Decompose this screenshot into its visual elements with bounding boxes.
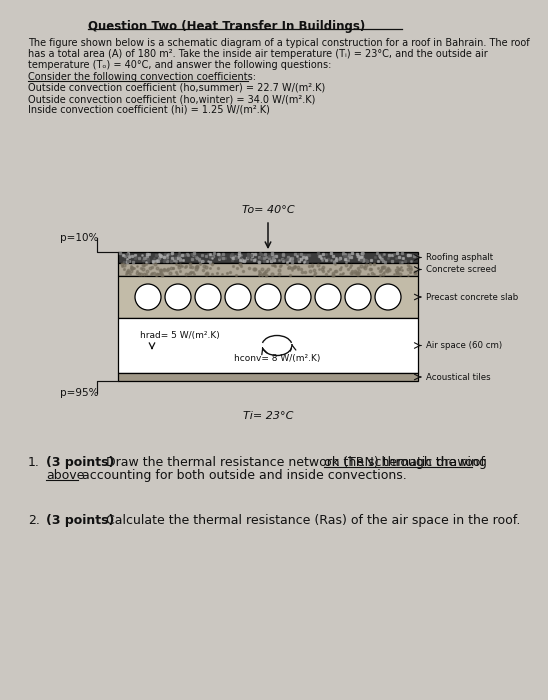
Text: Calculate the thermal resistance (Ras) of the air space in the roof.: Calculate the thermal resistance (Ras) o… (102, 514, 521, 527)
Bar (118, 318, 418, 373)
Circle shape (285, 284, 311, 310)
Text: Precast concrete slab: Precast concrete slab (426, 293, 518, 302)
Text: To= 40°C: To= 40°C (242, 205, 294, 215)
Circle shape (345, 284, 371, 310)
Text: Air space (60 cm): Air space (60 cm) (426, 341, 502, 350)
Text: temperature (Tₒ) = 40°C, and answer the following questions:: temperature (Tₒ) = 40°C, and answer the … (28, 60, 332, 70)
Text: accounting for both outside and inside convections.: accounting for both outside and inside c… (78, 469, 407, 482)
Text: on the schematic drawing: on the schematic drawing (324, 456, 487, 469)
Text: Question Two (Heat Transfer In Buildings): Question Two (Heat Transfer In Buildings… (88, 20, 366, 33)
Text: p=10%: p=10% (60, 233, 99, 243)
Circle shape (165, 284, 191, 310)
Circle shape (375, 284, 401, 310)
Text: Roofing asphalt: Roofing asphalt (426, 253, 493, 262)
Text: above: above (46, 469, 84, 482)
Text: Consider the following convection coefficients:: Consider the following convection coeffi… (28, 72, 256, 82)
Bar (118, 252, 418, 263)
Text: The figure shown below is a schematic diagram of a typical construction for a ro: The figure shown below is a schematic di… (28, 38, 529, 48)
Bar (118, 263, 418, 276)
Text: Outside convection coefficient (ho,winter) = 34.0 W/(m².K): Outside convection coefficient (ho,winte… (28, 94, 316, 104)
Text: Ti= 23°C: Ti= 23°C (243, 411, 293, 421)
Text: Acoustical tiles: Acoustical tiles (426, 372, 490, 382)
Text: Inside convection coefficient (hi) = 1.25 W/(m².K): Inside convection coefficient (hi) = 1.2… (28, 105, 270, 115)
Text: hconv= 8 W/(m².K): hconv= 8 W/(m².K) (234, 354, 320, 363)
Bar (118, 276, 418, 318)
Text: Draw the thermal resistance network (TRN) through the roof: Draw the thermal resistance network (TRN… (102, 456, 489, 469)
Circle shape (135, 284, 161, 310)
Circle shape (255, 284, 281, 310)
Text: (3 points): (3 points) (46, 456, 115, 469)
Text: (3 points): (3 points) (46, 514, 115, 527)
Bar (118, 373, 418, 381)
Text: has a total area (A) of 180 m². Take the inside air temperature (Tᵢ) = 23°C, and: has a total area (A) of 180 m². Take the… (28, 49, 488, 59)
Circle shape (315, 284, 341, 310)
Text: 2.: 2. (28, 514, 40, 527)
Circle shape (195, 284, 221, 310)
Text: Outside convection coefficient (ho,summer) = 22.7 W/(m².K): Outside convection coefficient (ho,summe… (28, 83, 326, 93)
Text: Concrete screed: Concrete screed (426, 265, 496, 274)
Circle shape (225, 284, 251, 310)
Text: 1.: 1. (28, 456, 40, 469)
Text: hrad= 5 W/(m².K): hrad= 5 W/(m².K) (140, 331, 220, 340)
Text: p=95%: p=95% (60, 388, 99, 398)
